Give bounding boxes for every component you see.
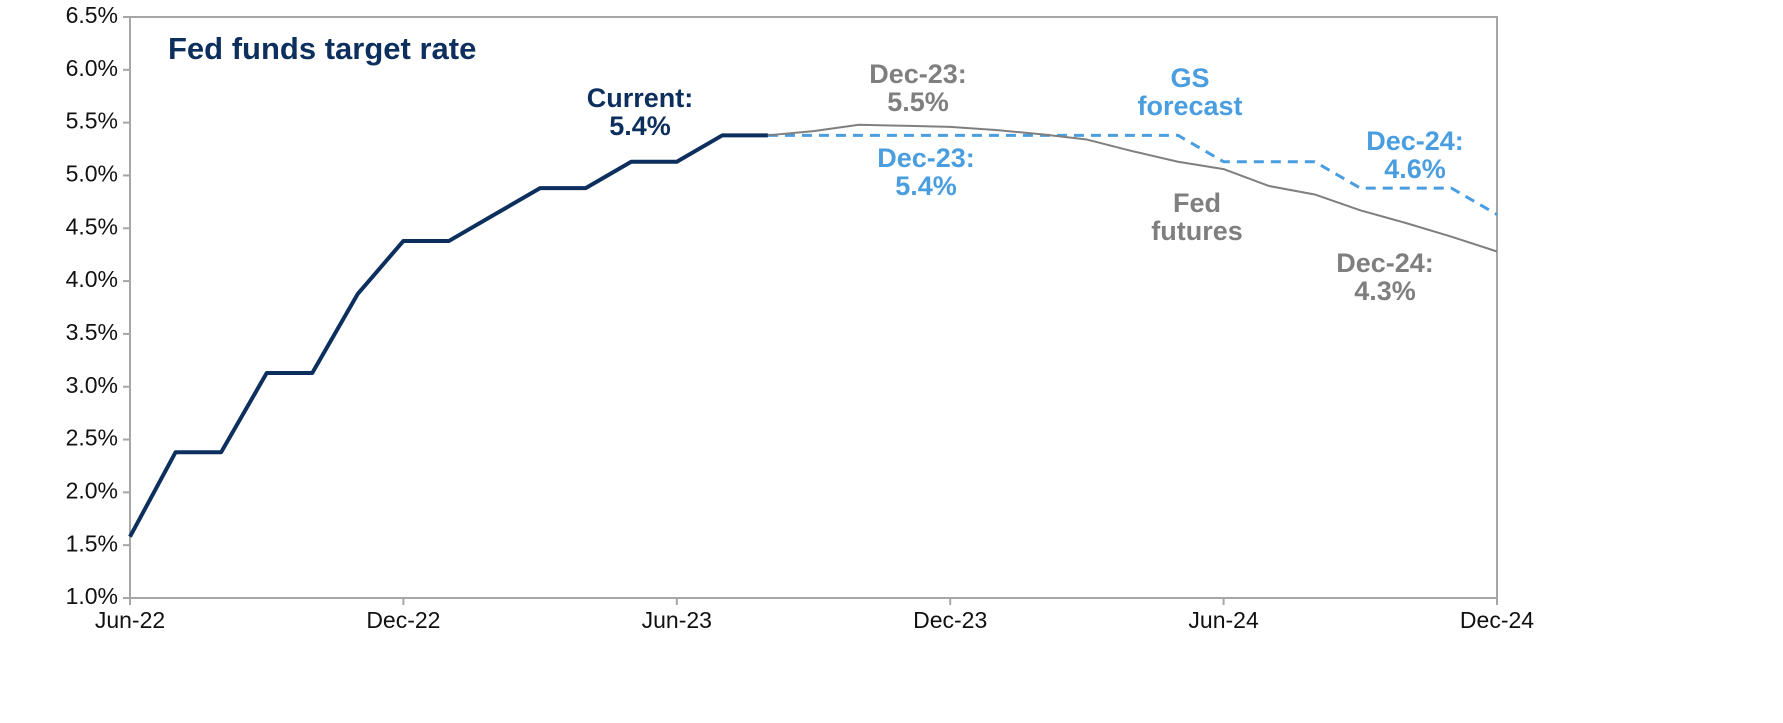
y-tick-label: 4.0% bbox=[66, 266, 118, 292]
y-tick-label: 3.0% bbox=[66, 372, 118, 398]
y-tick-label: 5.5% bbox=[66, 108, 118, 134]
x-tick-label: Dec-23 bbox=[913, 607, 987, 633]
x-tick-label: Jun-24 bbox=[1188, 607, 1259, 633]
y-tick-label: 1.5% bbox=[66, 530, 118, 556]
annotation-text: Dec-24: bbox=[1336, 248, 1434, 278]
y-tick-label: 2.5% bbox=[66, 425, 118, 451]
annotation-text: 5.4% bbox=[609, 111, 671, 141]
annotation-text: 4.3% bbox=[1354, 276, 1416, 306]
y-tick-label: 5.0% bbox=[66, 161, 118, 187]
annotation: Current:5.4% bbox=[587, 83, 694, 141]
annotation: Dec-23:5.5% bbox=[869, 59, 967, 117]
x-tick-label: Jun-22 bbox=[95, 607, 165, 633]
series-line bbox=[767, 133, 1498, 216]
x-tick-label: Dec-24 bbox=[1460, 607, 1534, 633]
annotation: Dec-24:4.6% bbox=[1366, 126, 1464, 184]
annotation-text: Fed bbox=[1173, 188, 1221, 218]
annotation-text: Dec-24: bbox=[1366, 126, 1464, 156]
annotation-text: Current: bbox=[587, 83, 694, 113]
y-tick-label: 3.5% bbox=[66, 319, 118, 345]
y-tick-label: 2.0% bbox=[66, 477, 118, 503]
annotation-text: futures bbox=[1151, 216, 1243, 246]
x-tick-label: Dec-22 bbox=[366, 607, 440, 633]
annotation-text: 5.5% bbox=[887, 87, 949, 117]
series-line bbox=[767, 123, 1498, 253]
annotation-text: Dec-23: bbox=[869, 59, 967, 89]
chart-title: Fed funds target rate bbox=[168, 31, 476, 66]
annotation-text: 5.4% bbox=[895, 171, 957, 201]
plot-frame bbox=[130, 16, 1498, 598]
annotation-text: 4.6% bbox=[1384, 154, 1446, 184]
annotation-text: GS bbox=[1170, 63, 1209, 93]
x-tick-label: Jun-23 bbox=[642, 607, 712, 633]
y-tick-label: 1.0% bbox=[66, 583, 118, 609]
y-tick-label: 4.5% bbox=[66, 213, 118, 239]
y-tick-label: 6.0% bbox=[66, 55, 118, 81]
y-tick-label: 6.5% bbox=[66, 2, 118, 28]
annotation: Dec-24:4.3% bbox=[1336, 248, 1434, 306]
series-line bbox=[128, 133, 768, 538]
annotation-text: forecast bbox=[1137, 91, 1242, 121]
annotation: Dec-23:5.4% bbox=[877, 143, 975, 201]
annotation-text: Dec-23: bbox=[877, 143, 975, 173]
